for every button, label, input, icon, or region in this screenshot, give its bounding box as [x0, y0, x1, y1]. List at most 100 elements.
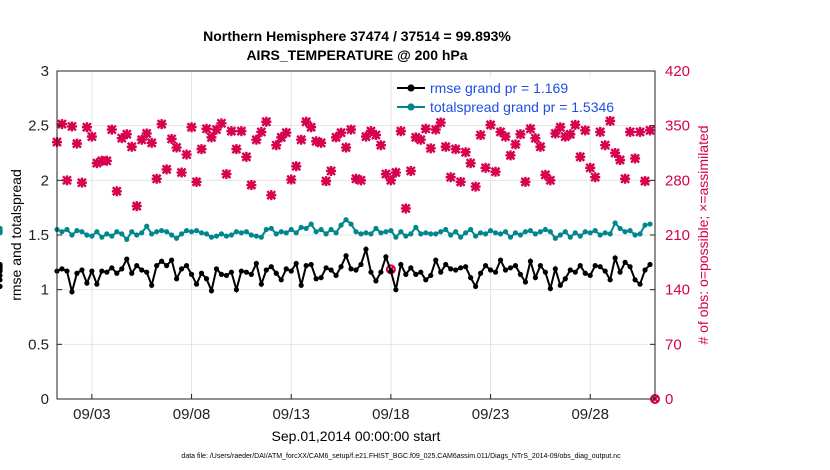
nobs-assimilated-point: [415, 134, 426, 145]
totalspread-point: [223, 233, 230, 239]
rmse-point: [338, 264, 344, 270]
totalspread-point: [69, 232, 75, 238]
totalspread-point: [487, 228, 494, 234]
rmse-point: [627, 264, 633, 270]
rmse-point: [597, 264, 603, 270]
rmse-point: [443, 261, 449, 268]
nobs-assimilated-point: [181, 149, 192, 160]
totalspread-point: [557, 232, 563, 238]
totalspread-point: [592, 228, 598, 234]
nobs-assimilated-point: [460, 147, 471, 158]
totalspread-point: [502, 229, 509, 235]
rmse-point: [258, 281, 264, 287]
rmse-point: [283, 266, 289, 272]
totalspread-point: [258, 234, 264, 240]
rmse-point: [343, 253, 349, 259]
nobs-assimilated-point: [271, 140, 282, 151]
totalspread-point: [228, 232, 235, 238]
y-tick-label-right: 0: [665, 391, 673, 408]
nobs-assimilated-point: [605, 115, 616, 126]
totalspread-point: [323, 231, 329, 237]
rmse-point: [84, 280, 90, 286]
nobs-assimilated-point: [166, 133, 177, 144]
rmse-point: [473, 283, 479, 289]
rmse-point: [482, 263, 489, 269]
nobs-assimilated-point: [400, 203, 411, 214]
nobs-assimilated-point: [246, 180, 257, 191]
nobs-assimilated-point: [465, 158, 476, 169]
nobs-assimilated-point: [326, 165, 337, 176]
rmse-point: [617, 269, 623, 275]
nobs-assimilated-point: [231, 144, 242, 155]
rmse-point: [69, 289, 75, 295]
totalspread-point: [243, 229, 249, 235]
totalspread-point: [134, 232, 140, 238]
y-tick-label-left: 0.5: [28, 336, 49, 353]
totalspread-point: [388, 228, 394, 234]
totalspread-point: [477, 230, 484, 236]
nobs-assimilated-point: [56, 119, 67, 130]
nobs-assimilated-point: [580, 125, 591, 136]
totalspread-point: [0, 228, 3, 234]
nobs-assimilated-point: [485, 119, 496, 130]
totalspread-point: [448, 232, 454, 238]
totalspread-point: [183, 228, 190, 234]
nobs-assimilated-point: [116, 133, 127, 144]
rmse-point: [557, 282, 563, 288]
rmse-point: [602, 268, 608, 274]
totalspread-point: [552, 235, 558, 241]
nobs-assimilated-point: [575, 151, 586, 162]
nobs-assimilated-point: [445, 172, 456, 183]
y-tick-label-right: 70: [665, 336, 682, 353]
nobs-assimilated-point: [420, 123, 431, 134]
nobs-assimilated-point: [455, 176, 466, 187]
totalspread-point: [94, 229, 100, 235]
rmse-point: [368, 269, 374, 275]
nobs-assimilated-point: [146, 137, 157, 148]
rmse-point: [497, 257, 504, 263]
totalspread-point: [308, 221, 314, 227]
rmse-point: [388, 268, 394, 274]
legend: rmse grand pr = 1.169 totalspread grand …: [394, 77, 649, 115]
totalspread-point: [577, 233, 583, 239]
rmse-point: [154, 263, 160, 269]
nobs-assimilated-point: [490, 166, 501, 177]
x-tick-label: 09/28: [571, 406, 609, 423]
nobs-assimilated-point: [91, 158, 102, 169]
totalspread-point: [238, 230, 244, 236]
nobs-assimilated-point: [640, 176, 651, 187]
totalspread-point: [144, 223, 150, 229]
nobs-assimilated-point: [505, 150, 516, 161]
totalspread-point: [423, 230, 429, 236]
totalspread-point: [278, 229, 284, 235]
rmse-point: [393, 287, 399, 293]
totalspread-point: [283, 230, 289, 236]
totalspread-point: [433, 231, 439, 237]
totalspread-point: [413, 224, 419, 230]
nobs-assimilated-point: [256, 126, 267, 137]
totalspread-point: [527, 228, 534, 234]
rmse-point: [438, 269, 444, 275]
totalspread-point: [273, 231, 279, 237]
nobs-assimilated-point: [301, 116, 312, 127]
nobs-assimilated-point: [156, 119, 167, 130]
chart-title-line2: AIRS_TEMPERATURE @ 200 hPa: [246, 47, 467, 63]
legend-box: [394, 77, 649, 115]
rmse-point: [144, 269, 150, 275]
nobs-assimilated-point: [141, 128, 152, 139]
totalspread-point: [159, 228, 165, 234]
nobs-assimilated-point: [201, 123, 212, 134]
totalspread-point: [104, 231, 110, 237]
y-tick-label-left: 3: [41, 63, 49, 80]
totalspread-point: [378, 230, 384, 236]
nobs-assimilated-point: [151, 173, 162, 184]
rmse-point: [188, 271, 195, 277]
nobs-assimilated-point: [615, 155, 626, 166]
rmse-point: [248, 271, 254, 277]
totalspread-point: [398, 229, 404, 235]
nobs-assimilated-point: [131, 201, 142, 212]
totalspread-point: [647, 221, 653, 227]
nobs-assimilated-point: [380, 169, 391, 180]
nobs-assimilated-point: [251, 134, 262, 145]
rmse-point: [328, 267, 334, 273]
